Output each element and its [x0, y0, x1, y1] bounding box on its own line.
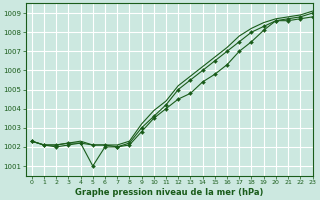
X-axis label: Graphe pression niveau de la mer (hPa): Graphe pression niveau de la mer (hPa) — [75, 188, 263, 197]
